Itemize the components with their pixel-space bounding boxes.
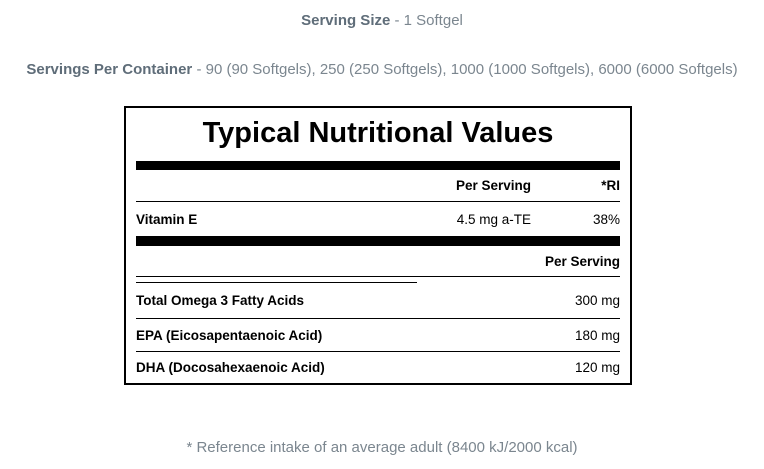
table-row-vitamin-e: Vitamin E 4.5 mg a-TE 38% (136, 202, 620, 236)
nutrient-per-serving: 180 mg (574, 327, 620, 343)
nutrient-per-serving: 120 mg (574, 360, 620, 375)
nutrient-per-serving: 300 mg (574, 293, 620, 308)
section1-header-ri: *RI (601, 178, 620, 193)
serving-size-value: - 1 Softgel (394, 12, 463, 29)
serving-size-label: Serving Size (301, 12, 391, 29)
row-divider (136, 276, 620, 277)
divider-bar-top (136, 161, 620, 170)
servings-per-container-label: Servings Per Container (26, 61, 193, 78)
nutrition-panel: Typical Nutritional Values Per Serving *… (124, 106, 632, 385)
nutrient-name: EPA (Eicosapentaenoic Acid) (136, 327, 323, 343)
nutrient-name: DHA (Docosahexaenoic Acid) (136, 360, 325, 375)
section2-header-row: Per Serving (136, 246, 620, 276)
section2-header-per-serving: Per Serving (544, 253, 620, 269)
row-divider (136, 351, 620, 352)
servings-per-container-line: Servings Per Container - 90 (90 Softgels… (0, 61, 764, 79)
nutrient-per-serving: 4.5 mg a-TE (456, 211, 531, 227)
reference-intake-footnote: * Reference intake of an average adult (… (186, 439, 578, 456)
divider-bar-middle (136, 236, 620, 246)
section1-header-row: Per Serving *RI (136, 170, 620, 201)
table-row-total-omega3: Total Omega 3 Fatty Acids 300 mg (136, 283, 620, 318)
table-row-dha: DHA (Docosahexaenoic Acid) 120 mg (136, 352, 620, 383)
row-divider-partial (136, 282, 417, 283)
nutrient-name: Vitamin E (136, 211, 198, 227)
nutrient-name: Total Omega 3 Fatty Acids (136, 293, 305, 308)
serving-size-line: Serving Size - 1 Softgel (0, 0, 764, 30)
row-divider (136, 318, 620, 319)
nutrition-info-section: Serving Size - 1 Softgel Servings Per Co… (0, 0, 764, 456)
section1-header-per-serving: Per Serving (455, 178, 531, 193)
row-divider (136, 201, 620, 202)
servings-per-container-value: - 90 (90 Softgels), 250 (250 Softgels), … (196, 61, 738, 78)
nutrient-ri: 38% (592, 211, 620, 227)
table-row-epa: EPA (Eicosapentaenoic Acid) 180 mg (136, 319, 620, 351)
panel-title: Typical Nutritional Values (202, 117, 554, 149)
